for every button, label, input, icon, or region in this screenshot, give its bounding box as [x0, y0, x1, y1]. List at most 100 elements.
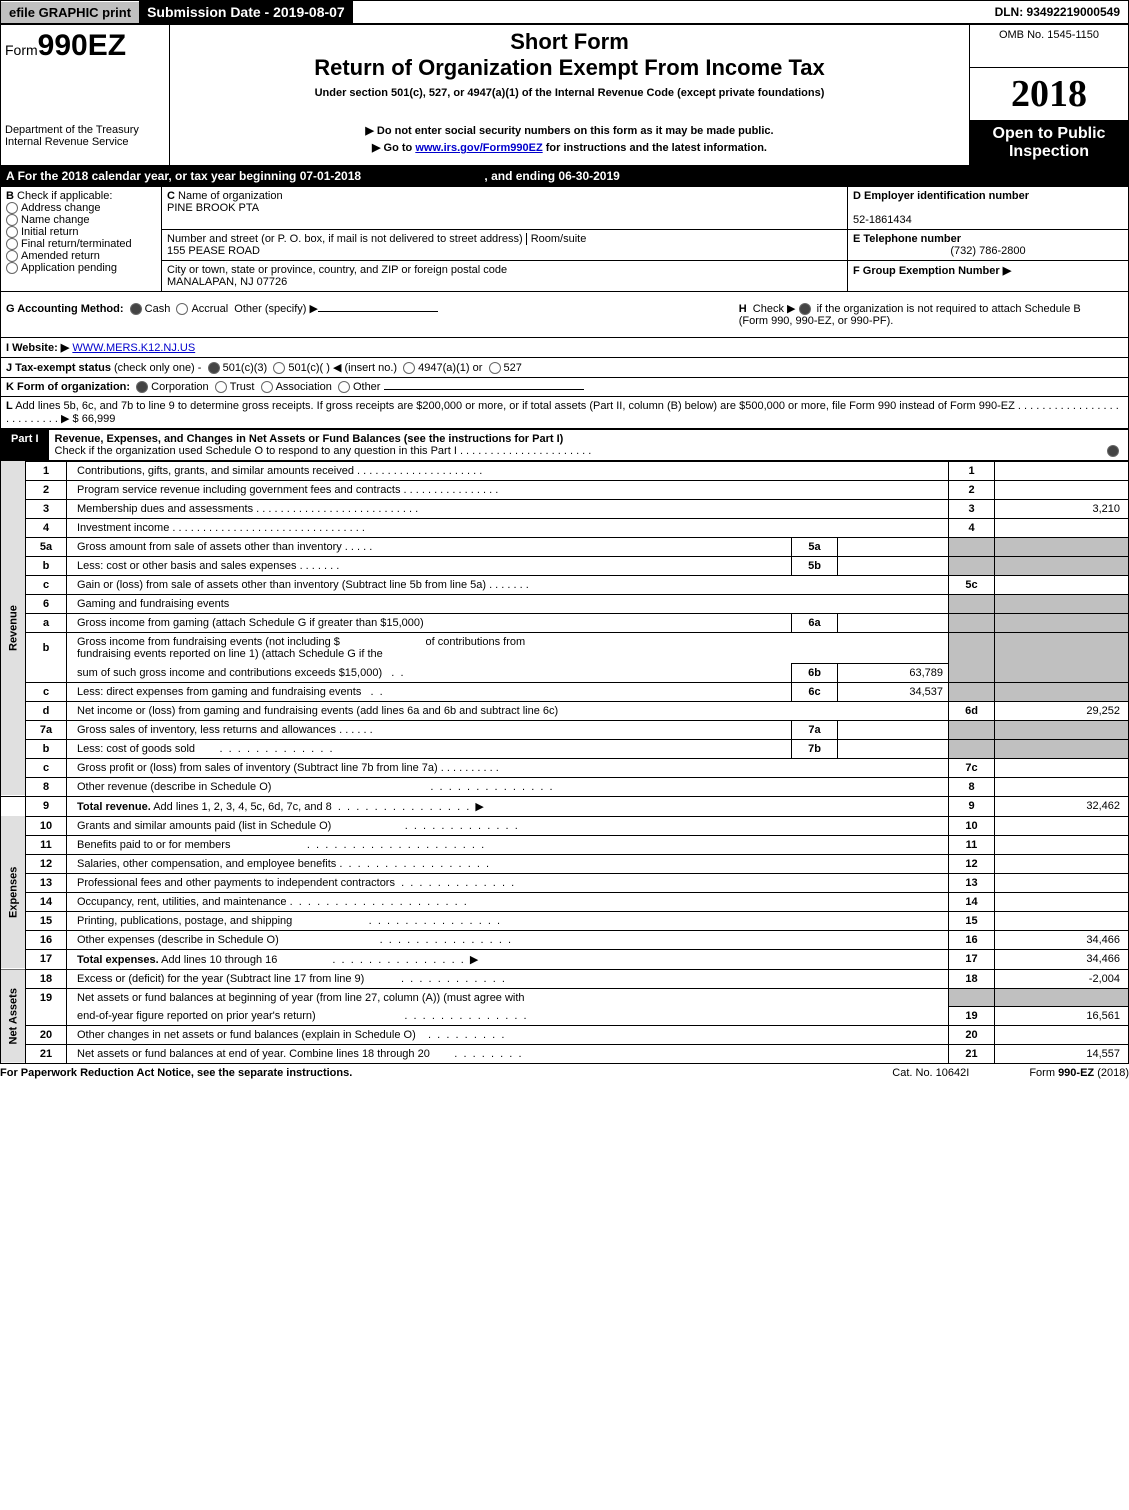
room-suite-label: Room/suite [526, 233, 587, 245]
line-18-ref: 18 [949, 969, 995, 988]
line-7a-shaded [949, 720, 995, 739]
ein-label: D Employer identification number [853, 190, 1029, 202]
schedule-b-checkbox[interactable] [799, 303, 811, 315]
form-ref: Form 990-EZ (2018) [1029, 1067, 1129, 1079]
line-5b-shaded [949, 556, 995, 575]
line-6c-val-shaded [995, 682, 1129, 701]
line-5c-val [995, 575, 1129, 594]
line-18-val: -2,004 [995, 969, 1129, 988]
line-5a-shaded [949, 537, 995, 556]
line-12-desc: Salaries, other compensation, and employ… [67, 854, 949, 873]
other-org-checkbox[interactable] [338, 381, 350, 393]
section-a-bar: A For the 2018 calendar year, or tax yea… [0, 166, 1129, 186]
application-pending-checkbox[interactable] [6, 262, 18, 274]
accrual-checkbox[interactable] [176, 303, 188, 315]
line-1-ref: 1 [949, 461, 995, 480]
527-checkbox[interactable] [489, 362, 501, 374]
line-8-num: 8 [26, 777, 67, 796]
line-11-num: 11 [26, 835, 67, 854]
city-label: City or town, state or province, country… [167, 264, 507, 276]
line-19-num-2 [26, 1007, 67, 1026]
line-1-num: 1 [26, 461, 67, 480]
amended-return-checkbox[interactable] [6, 250, 18, 262]
line-7c-desc: Gross profit or (loss) from sales of inv… [67, 758, 949, 777]
line-1-desc: Contributions, gifts, grants, and simila… [67, 461, 949, 480]
line-4-ref: 4 [949, 518, 995, 537]
line-6a-desc: Gross income from gaming (attach Schedul… [67, 613, 792, 632]
association-checkbox[interactable] [261, 381, 273, 393]
line-3-val: 3,210 [995, 499, 1129, 518]
goto-link[interactable]: ▶ Go to www.irs.gov/Form990EZ for instru… [174, 141, 965, 154]
line-9-ref: 9 [949, 796, 995, 816]
line-6c-desc: Less: direct expenses from gaming and fu… [67, 682, 792, 701]
line-7a-num: 7a [26, 720, 67, 739]
line-6b-mid-ref: 6b [792, 663, 838, 682]
initial-return-checkbox[interactable] [6, 226, 18, 238]
501c-checkbox[interactable] [273, 362, 285, 374]
line-21-desc: Net assets or fund balances at end of ye… [67, 1045, 949, 1064]
line-6b-desc-2: sum of such gross income and contributio… [67, 663, 792, 682]
other-org-label: Other [353, 381, 381, 393]
name-change-checkbox[interactable] [6, 214, 18, 226]
other-specify-input[interactable] [318, 311, 438, 312]
line-5b-val-shaded [995, 556, 1129, 575]
line-6d-val: 29,252 [995, 701, 1129, 720]
line-6a-shaded [949, 613, 995, 632]
line-19-desc-2: end-of-year figure reported on prior yea… [67, 1007, 949, 1026]
line-21-ref: 21 [949, 1045, 995, 1064]
dln: DLN: 93492219000549 [987, 2, 1128, 22]
line-6-shaded [949, 594, 995, 613]
line-11-ref: 11 [949, 835, 995, 854]
line-5c-num: c [26, 575, 67, 594]
efile-label: efile GRAPHIC print [1, 2, 139, 23]
schedule-o-checkbox[interactable] [1107, 445, 1119, 457]
501c3-checkbox[interactable] [208, 362, 220, 374]
final-return-checkbox[interactable] [6, 238, 18, 250]
line-5a-num: 5a [26, 537, 67, 556]
line-10-val [995, 816, 1129, 835]
line-21-val: 14,557 [995, 1045, 1129, 1064]
association-label: Association [276, 381, 332, 393]
org-info-table: B Check if applicable: Address change Na… [0, 186, 1129, 292]
line-6b-num: b [26, 632, 67, 663]
gross-receipts-text: Add lines 5b, 6c, and 7b to line 9 to de… [15, 400, 1015, 412]
line-3-ref: 3 [949, 499, 995, 518]
line-8-desc: Other revenue (describe in Schedule O) .… [67, 777, 949, 796]
cash-checkbox[interactable] [130, 303, 142, 315]
ssn-warning: ▶ Do not enter social security numbers o… [174, 124, 965, 137]
line-20-ref: 20 [949, 1026, 995, 1045]
line-2-ref: 2 [949, 480, 995, 499]
line-13-ref: 13 [949, 873, 995, 892]
line-7b-num: b [26, 739, 67, 758]
section-b-label: B [6, 190, 14, 202]
line-2-num: 2 [26, 480, 67, 499]
trust-checkbox[interactable] [215, 381, 227, 393]
line-14-desc: Occupancy, rent, utilities, and maintena… [67, 892, 949, 911]
line-19-val: 16,561 [995, 1007, 1129, 1026]
name-change-label: Name change [21, 214, 90, 226]
line-6-num: 6 [26, 594, 67, 613]
line-9-val: 32,462 [995, 796, 1129, 816]
line-6b-desc-1: Gross income from fundraising events (no… [67, 632, 949, 663]
accounting-method-label: G Accounting Method: [6, 303, 124, 315]
line-7a-desc: Gross sales of inventory, less returns a… [67, 720, 792, 739]
check-label: Check ▶ [753, 303, 796, 315]
line-6b-num-2 [26, 663, 67, 682]
line-17-num: 17 [26, 949, 67, 969]
line-4-desc: Investment income . . . . . . . . . . . … [67, 518, 949, 537]
website-link[interactable]: WWW.MERS.K12.NJ.US [72, 342, 195, 354]
line-5a-mid-val [838, 537, 949, 556]
line-5c-desc: Gain or (loss) from sale of assets other… [67, 575, 949, 594]
line-18-desc: Excess or (deficit) for the year (Subtra… [67, 969, 949, 988]
gross-receipts-row: L Add lines 5b, 6c, and 7b to line 9 to … [0, 397, 1129, 429]
corporation-checkbox[interactable] [136, 381, 148, 393]
irs-gov-link[interactable]: www.irs.gov/Form990EZ [415, 142, 542, 154]
line-6c-mid-val: 34,537 [838, 682, 949, 701]
address-change-checkbox[interactable] [6, 202, 18, 214]
other-org-input[interactable] [384, 389, 584, 390]
line-6a-val-shaded [995, 613, 1129, 632]
4947-checkbox[interactable] [403, 362, 415, 374]
header-section: Form990EZ Short Form Return of Organizat… [0, 24, 1129, 166]
line-16-val: 34,466 [995, 930, 1129, 949]
line-17-val: 34,466 [995, 949, 1129, 969]
